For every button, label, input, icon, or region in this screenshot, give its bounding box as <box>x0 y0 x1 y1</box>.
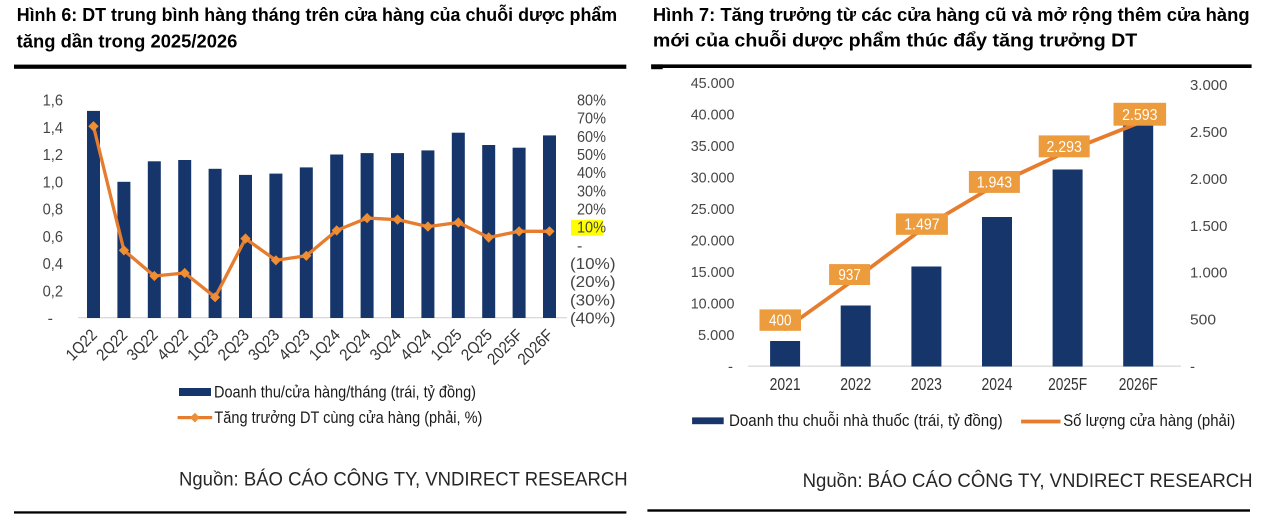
svg-text:Doanh thu/cửa hàng/tháng (trái: Doanh thu/cửa hàng/tháng (trái, tỷ đồng) <box>214 383 476 402</box>
svg-text:3Q22: 3Q22 <box>123 326 161 364</box>
svg-text:tăng dần trong 2025/2026: tăng dần trong 2025/2026 <box>17 32 238 52</box>
svg-text:Tăng trưởng DT cùng cửa hàng (: Tăng trưởng DT cùng cửa hàng (phải, %) <box>214 408 482 427</box>
svg-text:400: 400 <box>769 313 792 330</box>
svg-text:1Q25: 1Q25 <box>427 326 465 364</box>
svg-text:(30%): (30%) <box>570 292 616 309</box>
svg-text:35.000: 35.000 <box>691 138 735 155</box>
svg-text:0,2: 0,2 <box>43 283 63 300</box>
svg-text:2024: 2024 <box>981 374 1012 394</box>
svg-text:2026F: 2026F <box>1119 374 1158 394</box>
svg-text:3Q24: 3Q24 <box>367 326 405 364</box>
svg-text:1,0: 1,0 <box>43 174 63 191</box>
svg-text:2026F: 2026F <box>514 326 556 368</box>
svg-text:mới của chuỗi dược phẩm thúc đ: mới của chuỗi dược phẩm thúc đẩy tăng tr… <box>653 30 1137 51</box>
svg-text:-: - <box>48 311 53 328</box>
svg-text:10%: 10% <box>577 220 606 237</box>
svg-text:1.000: 1.000 <box>1190 265 1227 282</box>
svg-text:2Q23: 2Q23 <box>215 326 253 364</box>
svg-text:1Q24: 1Q24 <box>306 326 344 364</box>
svg-text:2023: 2023 <box>911 374 942 394</box>
svg-text:50%: 50% <box>577 147 606 164</box>
svg-text:-: - <box>577 238 582 255</box>
svg-text:937: 937 <box>838 267 860 284</box>
svg-text:2.593: 2.593 <box>1122 107 1157 124</box>
svg-text:Nguồn: BÁO CÁO CÔNG TY, VNDIRE: Nguồn: BÁO CÁO CÔNG TY, VNDIRECT RESEARC… <box>803 469 1253 492</box>
svg-text:40.000: 40.000 <box>691 107 735 124</box>
svg-text:4Q23: 4Q23 <box>275 326 313 364</box>
svg-text:Số lượng cửa hàng (phải): Số lượng cửa hàng (phải) <box>1063 411 1235 430</box>
svg-text:1,2: 1,2 <box>43 147 63 164</box>
svg-text:25.000: 25.000 <box>691 201 735 218</box>
svg-text:2021: 2021 <box>770 374 801 394</box>
svg-text:2.500: 2.500 <box>1190 124 1227 141</box>
svg-text:3Q23: 3Q23 <box>245 326 283 364</box>
svg-text:15.000: 15.000 <box>691 264 735 281</box>
svg-text:2Q24: 2Q24 <box>336 326 374 364</box>
svg-text:0,8: 0,8 <box>43 202 63 219</box>
svg-text:1Q22: 1Q22 <box>63 326 101 364</box>
svg-text:30.000: 30.000 <box>691 170 735 187</box>
svg-text:(20%): (20%) <box>570 274 616 291</box>
svg-text:2022: 2022 <box>840 374 871 394</box>
svg-text:0,6: 0,6 <box>43 229 63 246</box>
svg-text:Hình 7: Tăng trưởng từ các cửa: Hình 7: Tăng trưởng từ các cửa hàng cũ v… <box>653 5 1250 25</box>
svg-text:4Q22: 4Q22 <box>154 326 192 364</box>
svg-text:-: - <box>1190 359 1195 376</box>
svg-text:80%: 80% <box>577 93 606 110</box>
svg-text:30%: 30% <box>577 183 606 200</box>
svg-text:Hình 6: DT trung bình hàng thá: Hình 6: DT trung bình hàng tháng trên cử… <box>17 4 618 25</box>
svg-text:40%: 40% <box>577 165 606 182</box>
svg-text:60%: 60% <box>577 129 606 146</box>
svg-text:2.000: 2.000 <box>1190 171 1227 188</box>
svg-text:20%: 20% <box>577 202 606 219</box>
svg-text:70%: 70% <box>577 111 606 128</box>
svg-text:2025F: 2025F <box>1048 374 1087 394</box>
svg-text:10.000: 10.000 <box>691 296 735 313</box>
svg-text:1,6: 1,6 <box>43 93 63 110</box>
svg-text:45.000: 45.000 <box>691 75 735 92</box>
svg-text:1.500: 1.500 <box>1190 218 1227 235</box>
svg-text:2.293: 2.293 <box>1047 139 1082 156</box>
svg-text:4Q24: 4Q24 <box>397 326 435 364</box>
svg-text:3.000: 3.000 <box>1190 77 1227 94</box>
svg-text:2Q22: 2Q22 <box>93 326 131 364</box>
svg-text:(10%): (10%) <box>570 256 616 273</box>
svg-text:-: - <box>728 359 733 376</box>
svg-text:1.943: 1.943 <box>977 175 1012 192</box>
svg-text:(40%): (40%) <box>570 311 616 328</box>
svg-text:500: 500 <box>1190 312 1216 329</box>
svg-text:1Q23: 1Q23 <box>184 326 222 364</box>
svg-text:Doanh thu chuỗi nhà thuốc (trá: Doanh thu chuỗi nhà thuốc (trái, tỷ đồng… <box>729 411 1003 430</box>
svg-text:5.000: 5.000 <box>698 327 735 344</box>
svg-text:1.497: 1.497 <box>904 217 939 234</box>
svg-text:Nguồn: BÁO CÁO CÔNG TY, VNDIRE: Nguồn: BÁO CÁO CÔNG TY, VNDIRECT RESEARC… <box>179 467 628 490</box>
svg-text:20.000: 20.000 <box>691 233 735 250</box>
svg-text:0,4: 0,4 <box>43 256 63 273</box>
svg-text:1,4: 1,4 <box>43 120 63 137</box>
